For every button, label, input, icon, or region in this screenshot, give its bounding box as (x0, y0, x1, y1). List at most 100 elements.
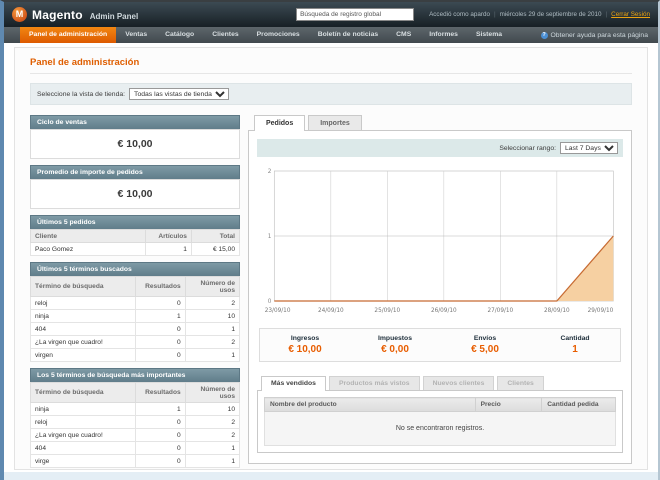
svg-text:0: 0 (268, 299, 272, 305)
lifetime-sales-box: Ciclo de ventas € 10,00 (30, 115, 240, 159)
table-row[interactable]: ninja 1 10 (30, 309, 241, 323)
table-row[interactable]: ninja 1 10 (30, 402, 241, 416)
tab-most-viewed[interactable]: Productos más vistos (328, 376, 420, 390)
orders-panel: Seleccionar rango: Last 7 Days 0 1 2 23/09/… (248, 130, 632, 464)
separator (606, 11, 608, 18)
nav-item-system[interactable]: Sistema (475, 31, 503, 38)
tab-customers[interactable]: Clientes (497, 376, 544, 390)
tab-new-customers[interactable]: Nuevos clientes (422, 376, 495, 390)
help-label: Obtener ayuda para esta página (550, 31, 649, 39)
nav-item-catalog[interactable]: Catálogo (165, 31, 195, 38)
page-footer-strip (4, 472, 658, 480)
average-orders-title: Promedio de importe de pedidos (30, 165, 240, 179)
column-header: Número de usos (184, 382, 241, 403)
current-date: miércoles 29 de septiembre de 2010 (499, 11, 602, 18)
bestsellers-grid: Nombre del producto Precio Cantidad pedi… (257, 390, 623, 453)
help-link[interactable]: ? Obtener ayuda para esta página (540, 27, 659, 43)
range-bar: Seleccionar rango: Last 7 Days (257, 139, 623, 157)
column-header: Resultados (134, 382, 186, 403)
store-view-bar: Seleccione la vista de tienda: Todas las… (30, 83, 632, 105)
range-select[interactable]: Last 7 Days (560, 142, 618, 154)
table-row[interactable]: reloj 0 2 (30, 415, 241, 429)
tab-amounts[interactable]: Importes (308, 115, 362, 130)
column-header: Resultados (134, 276, 186, 297)
empty-grid-message: No se encontraron registros. (264, 411, 616, 446)
nav-item-promotions[interactable]: Promociones (256, 31, 300, 38)
svg-text:23/09/10: 23/09/10 (265, 308, 291, 314)
global-search-input[interactable] (296, 8, 415, 21)
content-area: Panel de administración Seleccione la vi… (14, 47, 648, 470)
logo-title: Magento (32, 7, 83, 22)
stat-shipping: Envíos € 5,00 (471, 335, 499, 355)
dashboard-right-column: Pedidos Importes Seleccionar rango: Last… (248, 115, 632, 469)
column-header: Artículos (144, 229, 192, 243)
column-header: Término de búsqueda (30, 276, 136, 297)
page-title: Panel de administración (30, 57, 632, 74)
nav-item-dashboard[interactable]: Panel de administración (20, 27, 117, 43)
orders-area-chart: 0 1 2 23/09/10 24/09/10 25/09/10 26/09/10 27/09… (265, 169, 614, 314)
stat-revenue: Ingresos € 10,00 (288, 335, 322, 355)
last-search-terms-title: Últimos 5 términos buscados (30, 262, 240, 276)
column-header: Número de usos (184, 276, 241, 297)
last-orders-table: Cliente Artículos Total Paco Gomez 1 € 1… (30, 229, 241, 256)
help-icon: ? (540, 31, 548, 39)
svg-text:27/09/10: 27/09/10 (487, 308, 513, 314)
svg-text:26/09/10: 26/09/10 (431, 308, 457, 314)
logout-link[interactable]: Cerrar Sesión (611, 11, 650, 18)
column-header: Cantidad pedida (541, 397, 616, 412)
range-label: Seleccionar rango: (499, 144, 556, 152)
stat-quantity: Cantidad 1 (560, 335, 590, 355)
separator (494, 11, 496, 18)
table-row[interactable]: reloj 0 2 (30, 296, 241, 310)
svg-text:2: 2 (268, 169, 272, 175)
logo-subtitle: Admin Panel (89, 11, 139, 21)
tab-bestsellers[interactable]: Más vendidos (261, 376, 326, 391)
table-row[interactable]: 404 0 1 (30, 441, 241, 455)
svg-text:29/09/10: 29/09/10 (588, 308, 614, 314)
totals-row: Ingresos € 10,00 Impuestos € 0,00 Envíos… (259, 328, 621, 362)
lifetime-sales-title: Ciclo de ventas (30, 115, 240, 129)
average-orders-box: Promedio de importe de pedidos € 10,00 (30, 165, 240, 209)
nav-item-cms[interactable]: CMS (396, 31, 412, 38)
last-orders-title: Últimos 5 pedidos (30, 215, 240, 229)
main-nav: Panel de administración Ventas Catálogo … (4, 27, 658, 43)
tab-orders[interactable]: Pedidos (254, 115, 306, 131)
store-view-label: Seleccione la vista de tienda: (37, 90, 126, 98)
nav-item-reports[interactable]: Informes (429, 31, 458, 38)
session-info: Accedió como apardo miércoles 29 de sept… (429, 11, 650, 18)
table-row[interactable]: ¿La virgen que cuadro! 0 2 (30, 335, 241, 349)
orders-chart-wrap: 0 1 2 23/09/10 24/09/10 25/09/10 26/09/10 27/09… (259, 165, 621, 320)
average-orders-value: € 10,00 (30, 179, 240, 209)
dashboard-left-column: Ciclo de ventas € 10,00 Promedio de impo… (30, 115, 241, 469)
svg-text:1: 1 (268, 234, 272, 240)
store-view-select[interactable]: Todas las vistas de tienda (129, 88, 230, 100)
last-search-terms-box: Últimos 5 términos buscados Término de b… (30, 262, 241, 362)
svg-text:24/09/10: 24/09/10 (318, 308, 344, 314)
table-row[interactable]: 404 0 1 (30, 322, 241, 336)
products-tabs: Más vendidos Productos más vistos Nuevos… (257, 376, 623, 391)
column-header: Término de búsqueda (30, 382, 136, 403)
table-row[interactable]: Paco Gomez 1 € 15,00 (30, 242, 241, 256)
svg-text:25/09/10: 25/09/10 (374, 308, 400, 314)
table-row[interactable]: ¿La virgen que cuadro! 0 2 (30, 428, 241, 442)
top-search-terms-title: Los 5 términos de búsqueda más important… (30, 368, 240, 382)
nav-item-customers[interactable]: Clientes (212, 31, 239, 38)
nav-item-newsletter[interactable]: Boletín de noticias (317, 31, 379, 38)
column-header: Nombre del producto (264, 397, 476, 412)
column-header: Total (190, 229, 241, 243)
chart-tabs: Pedidos Importes (248, 115, 632, 131)
column-header: Cliente (30, 229, 146, 243)
magento-logo-icon: M (12, 7, 27, 22)
top-search-terms-box: Los 5 términos de búsqueda más important… (30, 368, 241, 468)
table-row[interactable]: virgen 0 1 (30, 348, 241, 362)
logged-in-text: Accedió como apardo (429, 11, 490, 18)
stat-tax: Impuestos € 0,00 (378, 335, 412, 355)
nav-item-sales[interactable]: Ventas (125, 31, 148, 38)
last-orders-box: Últimos 5 pedidos Cliente Artículos Tota… (30, 215, 241, 256)
top-header: M Magento Admin Panel Accedió como apard… (4, 2, 658, 27)
last-search-terms-table: Término de búsqueda Resultados Número de… (30, 276, 241, 362)
table-row[interactable]: virge 0 1 (30, 454, 241, 468)
column-header: Precio (474, 397, 543, 412)
lifetime-sales-value: € 10,00 (30, 129, 240, 159)
